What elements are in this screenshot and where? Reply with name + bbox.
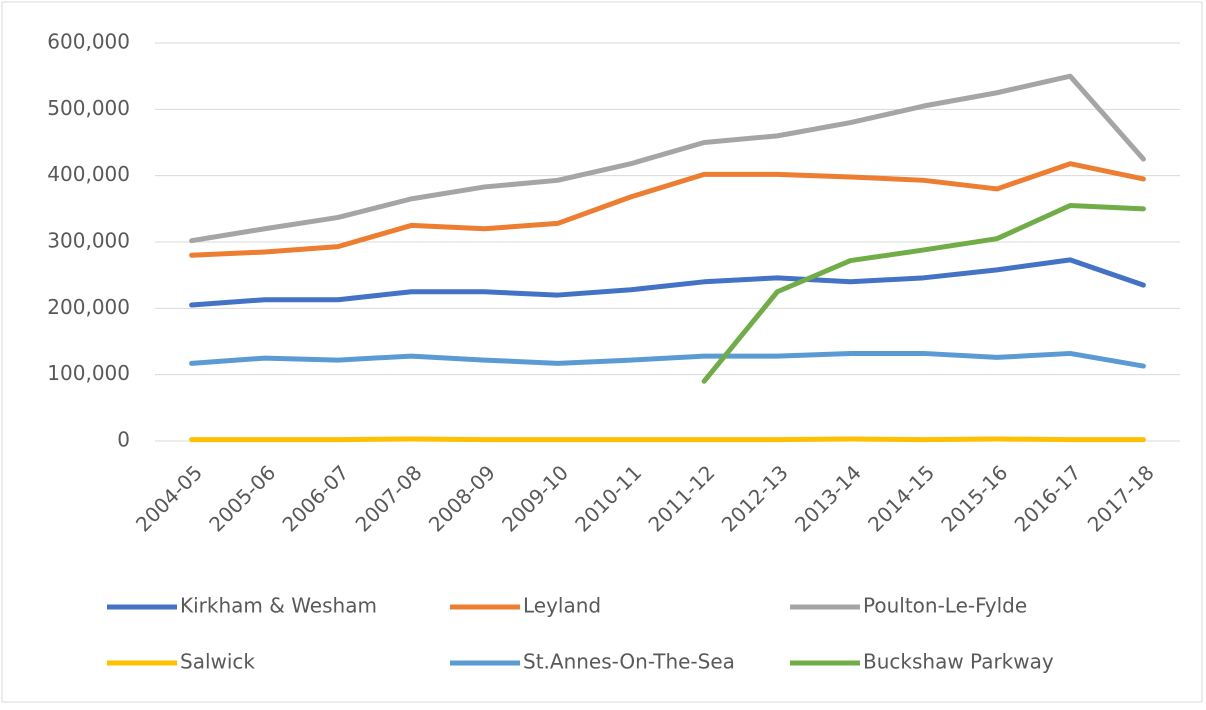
series-line — [189, 73, 1146, 244]
y-tick-label: 300,000 — [47, 229, 130, 253]
y-tick-label: 600,000 — [47, 30, 130, 54]
series-line — [189, 436, 1146, 443]
y-tick-label: 400,000 — [47, 162, 130, 186]
legend-label: St.Annes-On-The-Sea — [523, 650, 735, 674]
y-tick-label: 100,000 — [47, 361, 130, 385]
y-tick-label: 200,000 — [47, 295, 130, 319]
series-line — [189, 161, 1146, 258]
y-tick-label: 500,000 — [47, 96, 130, 120]
series-line — [701, 203, 1146, 384]
legend-label: Leyland — [523, 594, 601, 618]
legend-label: Buckshaw Parkway — [863, 650, 1054, 674]
series-line — [189, 257, 1146, 308]
legend-label: Poulton-Le-Fylde — [863, 594, 1027, 618]
legend-label: Salwick — [180, 650, 255, 674]
legend-label: Kirkham & Wesham — [180, 594, 377, 618]
y-tick-label: 0 — [117, 428, 130, 452]
series-line — [189, 350, 1146, 369]
